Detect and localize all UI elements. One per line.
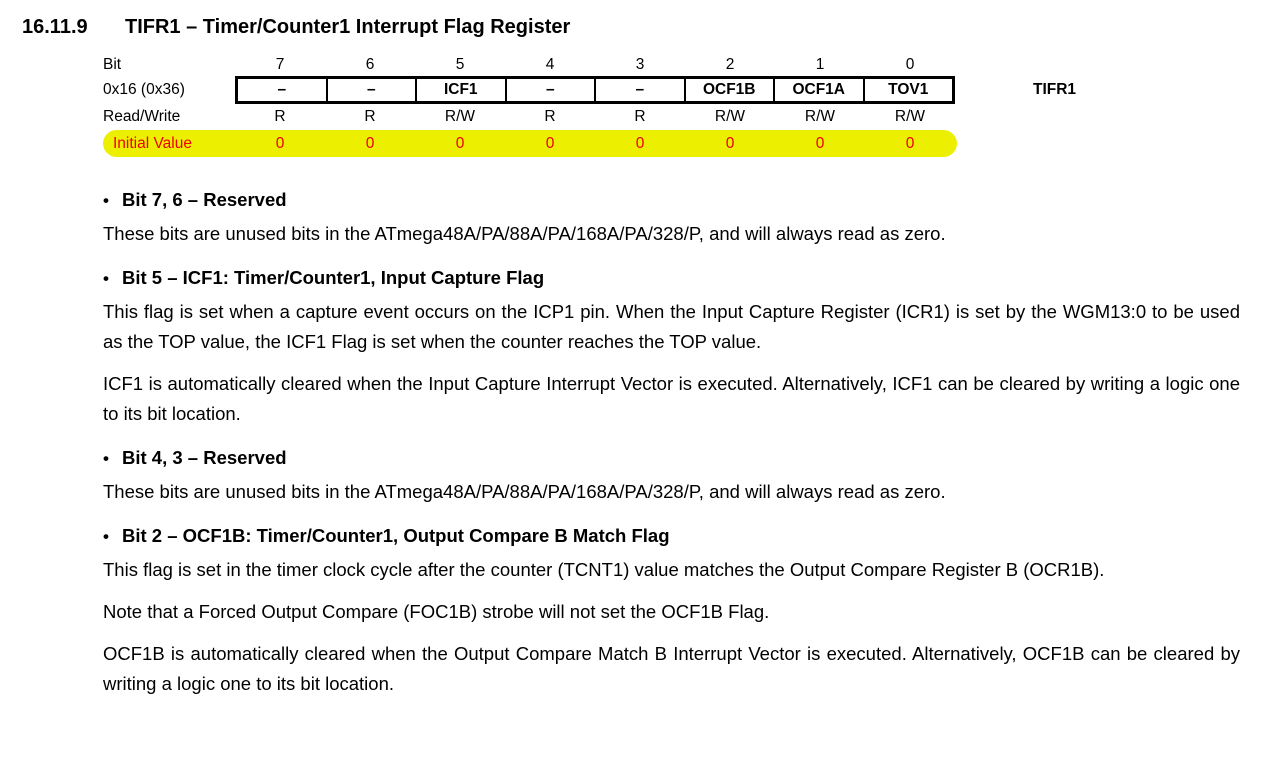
bit-number-row: Bit 7 6 5 4 3 2 1 0 [103, 54, 1223, 76]
initial-value: 0 [905, 134, 915, 152]
read-write-value: R [364, 108, 376, 125]
read-write-value: R/W [714, 108, 746, 125]
bullet-heading-text: Bit 4, 3 – Reserved [122, 447, 287, 468]
read-write-label: Read/Write [103, 108, 181, 125]
register-bit-section: Bit 5 – ICF1: Timer/Counter1, Input Capt… [103, 263, 1240, 429]
bullet-icon [103, 521, 122, 552]
initial-value: 0 [365, 134, 375, 152]
register-bit-section: Bit 4, 3 – Reserved These bits are unused… [103, 443, 1240, 507]
initial-value: 0 [635, 134, 645, 152]
page-title: TIFR1 – Timer/Counter1 Interrupt Flag Re… [125, 16, 571, 38]
initial-value-highlight: Initial Value 0 0 0 0 0 0 0 0 [103, 130, 957, 157]
read-write-value: R/W [444, 108, 476, 125]
register-field-cell: ICF1 [415, 79, 505, 101]
read-write-row: Read/Write R R R/W R R R/W R/W R/W [103, 104, 1223, 130]
bullet-icon [103, 443, 122, 474]
register-box: – – ICF1– – OCF1B OCF1A TOV1 [235, 76, 955, 104]
register-field-cell: – [504, 79, 595, 101]
read-write-value: R [634, 108, 646, 125]
read-write-values: R R R/W R R R/W R/W R/W [235, 108, 955, 126]
bit-description-sections: Bit 7, 6 – Reserved These bits are unused… [103, 185, 1240, 699]
initial-value: 0 [545, 134, 555, 152]
body-paragraph: These bits are unused bits in the ATmega… [103, 223, 946, 244]
bullet-heading: Bit 2 – OCF1B: Timer/Counter1, Output Co… [103, 521, 1240, 552]
initial-value: 0 [815, 134, 825, 152]
read-write-value: R [274, 108, 286, 125]
bit-number: 2 [725, 56, 735, 73]
bit-numbers: 7 6 5 4 3 2 1 0 [235, 56, 955, 74]
body-paragraph: These bits are unused bits in the ATmega… [103, 481, 946, 502]
initial-value: 0 [275, 134, 285, 152]
bit-number: 3 [635, 56, 645, 73]
initial-value: 0 [455, 134, 465, 152]
bit-number: 1 [815, 56, 825, 73]
register-field-cell: OCF1B [683, 79, 774, 101]
bit-row-label: Bit [103, 56, 122, 73]
register-bit-section: Bit 2 – OCF1B: Timer/Counter1, Output Co… [103, 521, 1240, 699]
bullet-heading: Bit 4, 3 – Reserved [103, 443, 1240, 474]
bullet-heading: Bit 5 – ICF1: Timer/Counter1, Input Capt… [103, 263, 1240, 294]
bullet-heading-text: Bit 2 – OCF1B: Timer/Counter1, Output Co… [122, 525, 670, 546]
register-address: 0x16 (0x36) [103, 81, 185, 98]
register-name: TIFR1 [1033, 81, 1077, 98]
bullet-icon [103, 263, 122, 294]
initial-value: 0 [725, 134, 735, 152]
register-field-cell: – [325, 79, 416, 101]
body-paragraph: This flag is set in the timer clock cycl… [103, 559, 1105, 580]
bit-number: 6 [365, 56, 375, 73]
bullet-heading-text: Bit 7, 6 – Reserved [122, 189, 287, 210]
initial-value-row: Initial Value 0 0 0 0 0 0 0 0 [103, 130, 1223, 157]
register-field-row: 0x16 (0x36) – – ICF1– – OCF1B OCF1A TOV1 TIFR1 [103, 76, 1223, 104]
register-field-cell: OCF1A [773, 79, 863, 101]
body-paragraph: This flag is set when a capture event oc… [103, 301, 1240, 352]
bullet-heading: Bit 7, 6 – Reserved [103, 185, 1240, 216]
bit-number: 7 [275, 56, 285, 73]
bullet-heading-text: Bit 5 – ICF1: Timer/Counter1, Input Capt… [122, 267, 545, 288]
bit-number: 4 [545, 56, 555, 73]
bit-number: 5 [455, 56, 465, 73]
read-write-value: R/W [804, 108, 836, 125]
initial-value-label: Initial Value [113, 134, 192, 152]
initial-values: 0 0 0 0 0 0 0 0 [235, 135, 955, 153]
read-write-value: R [544, 108, 556, 125]
register-bit-section: Bit 7, 6 – Reserved These bits are unused… [103, 185, 1240, 249]
bit-number: 0 [905, 56, 915, 73]
body-paragraph: OCF1B is automatically cleared when the … [103, 643, 1240, 694]
read-write-value: R/W [894, 108, 926, 125]
bullet-icon [103, 185, 122, 216]
section-number: 16.11.9 [22, 16, 88, 38]
register-field-cell: – [277, 81, 287, 98]
section-heading: 16.11.9 TIFR1 – Timer/Counter1 Interrupt… [22, 15, 570, 39]
register-field-cell: – [594, 79, 684, 101]
register-field-cell: TOV1 [862, 79, 953, 101]
body-paragraph: ICF1 is automatically cleared when the I… [103, 373, 1240, 424]
body-paragraph: Note that a Forced Output Compare (FOC1B… [103, 601, 770, 622]
